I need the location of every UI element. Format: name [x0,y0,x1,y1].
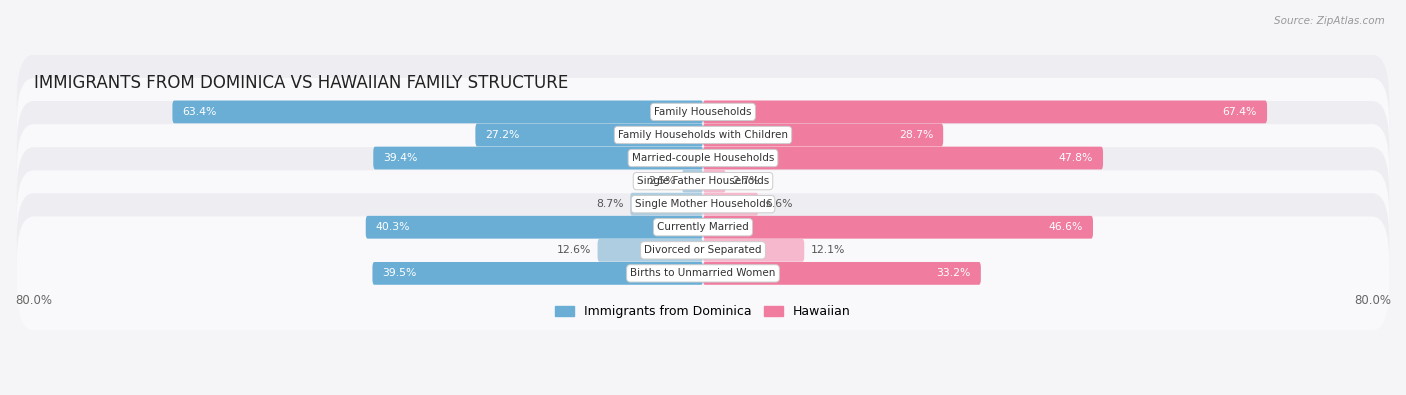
FancyBboxPatch shape [703,100,1267,123]
Text: 12.6%: 12.6% [557,245,591,255]
Text: 46.6%: 46.6% [1049,222,1083,232]
FancyBboxPatch shape [17,78,1389,192]
Text: 63.4%: 63.4% [183,107,217,117]
Legend: Immigrants from Dominica, Hawaiian: Immigrants from Dominica, Hawaiian [550,301,856,324]
Text: 2.5%: 2.5% [648,176,675,186]
Text: Family Households: Family Households [654,107,752,117]
Text: 40.3%: 40.3% [375,222,411,232]
FancyBboxPatch shape [373,147,703,169]
FancyBboxPatch shape [17,216,1389,330]
FancyBboxPatch shape [598,239,703,262]
FancyBboxPatch shape [17,170,1389,284]
FancyBboxPatch shape [703,193,758,216]
Text: 67.4%: 67.4% [1223,107,1257,117]
FancyBboxPatch shape [703,216,1092,239]
Text: 39.5%: 39.5% [382,268,416,278]
FancyBboxPatch shape [17,193,1389,307]
FancyBboxPatch shape [630,193,703,216]
Text: Family Households with Children: Family Households with Children [619,130,787,140]
FancyBboxPatch shape [703,262,981,285]
FancyBboxPatch shape [366,216,703,239]
Text: Married-couple Households: Married-couple Households [631,153,775,163]
FancyBboxPatch shape [373,262,703,285]
Text: 47.8%: 47.8% [1059,153,1092,163]
FancyBboxPatch shape [17,101,1389,215]
Text: 8.7%: 8.7% [596,199,623,209]
FancyBboxPatch shape [703,170,725,192]
Text: 27.2%: 27.2% [485,130,520,140]
FancyBboxPatch shape [173,100,703,123]
Text: 33.2%: 33.2% [936,268,970,278]
Text: Source: ZipAtlas.com: Source: ZipAtlas.com [1274,16,1385,26]
Text: 6.6%: 6.6% [765,199,793,209]
Text: Currently Married: Currently Married [657,222,749,232]
Text: Births to Unmarried Women: Births to Unmarried Women [630,268,776,278]
Text: Divorced or Separated: Divorced or Separated [644,245,762,255]
Text: 39.4%: 39.4% [384,153,418,163]
FancyBboxPatch shape [17,147,1389,261]
Text: 2.7%: 2.7% [733,176,759,186]
FancyBboxPatch shape [703,239,804,262]
FancyBboxPatch shape [703,124,943,147]
FancyBboxPatch shape [703,147,1104,169]
FancyBboxPatch shape [682,170,703,192]
Text: 28.7%: 28.7% [898,130,934,140]
FancyBboxPatch shape [17,55,1389,169]
FancyBboxPatch shape [17,124,1389,238]
Text: IMMIGRANTS FROM DOMINICA VS HAWAIIAN FAMILY STRUCTURE: IMMIGRANTS FROM DOMINICA VS HAWAIIAN FAM… [34,74,568,92]
Text: Single Mother Households: Single Mother Households [636,199,770,209]
FancyBboxPatch shape [475,124,703,147]
Text: 12.1%: 12.1% [811,245,845,255]
Text: Single Father Households: Single Father Households [637,176,769,186]
